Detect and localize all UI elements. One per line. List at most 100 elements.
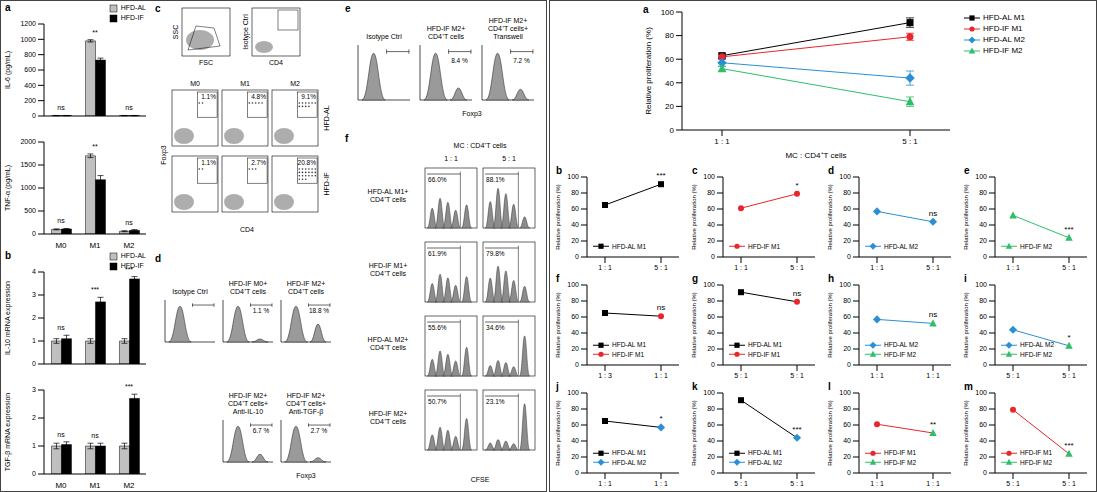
svg-text:40: 40 — [979, 437, 987, 444]
svg-text:80: 80 — [571, 189, 579, 196]
svg-text:5 : 1: 5 : 1 — [790, 480, 804, 487]
svg-text:1 : 1: 1 : 1 — [870, 264, 884, 271]
svg-text:5 : 1: 5 : 1 — [790, 372, 804, 379]
svg-text:ns: ns — [57, 324, 65, 331]
svg-text:M2: M2 — [290, 80, 300, 87]
svg-text:Foxp3: Foxp3 — [462, 110, 482, 118]
svg-text:Foxp3: Foxp3 — [296, 472, 316, 480]
svg-text:Isotype Ctrl: Isotype Ctrl — [366, 33, 402, 41]
svg-text:1200: 1200 — [20, 20, 36, 27]
svg-text:HFD-IF M2+: HFD-IF M2+ — [287, 392, 326, 399]
svg-text:***: *** — [125, 383, 133, 390]
svg-text:CD4⁺T cells: CD4⁺T cells — [370, 418, 407, 425]
svg-text:60: 60 — [843, 421, 851, 428]
svg-text:HFD-IF: HFD-IF — [323, 173, 330, 196]
svg-text:IL-6 (pg/mL): IL-6 (pg/mL) — [8, 51, 12, 89]
svg-text:Foxp3: Foxp3 — [160, 145, 168, 165]
svg-text:0: 0 — [983, 253, 987, 260]
svg-text:100: 100 — [567, 173, 579, 180]
svg-text:0: 0 — [983, 361, 987, 368]
svg-text:1 : 1: 1 : 1 — [654, 372, 668, 379]
svg-text:Isotype Ctrl: Isotype Ctrl — [242, 14, 250, 50]
svg-text:Relative proliferation (%): Relative proliferation (%) — [963, 292, 969, 358]
svg-text:ns: ns — [91, 432, 99, 439]
svg-text:HFD-AL M2+: HFD-AL M2+ — [368, 336, 409, 343]
svg-text:20: 20 — [843, 345, 851, 352]
svg-text:Relative proliferation (%): Relative proliferation (%) — [963, 184, 969, 250]
svg-text:1: 1 — [32, 337, 36, 344]
svg-text:100: 100 — [661, 8, 675, 17]
svg-text:ns: ns — [657, 303, 665, 312]
svg-text:0: 0 — [711, 253, 715, 260]
svg-text:600: 600 — [24, 66, 36, 73]
svg-text:1500: 1500 — [20, 161, 36, 168]
svg-text:ns: ns — [57, 217, 65, 224]
svg-text:20: 20 — [979, 237, 987, 244]
svg-text:5 : 1: 5 : 1 — [1006, 372, 1020, 379]
svg-text:*: * — [659, 414, 662, 423]
svg-text:60: 60 — [979, 205, 987, 212]
svg-text:2: 2 — [32, 314, 36, 321]
svg-text:M2: M2 — [123, 241, 135, 248]
svg-text:ns: ns — [929, 209, 937, 218]
svg-text:40: 40 — [665, 79, 674, 88]
svg-text:60: 60 — [665, 55, 674, 64]
svg-text:20: 20 — [707, 453, 715, 460]
svg-text:400: 400 — [24, 82, 36, 89]
svg-text:1 : 1: 1 : 1 — [598, 480, 612, 487]
svg-text:*: * — [1067, 333, 1070, 342]
svg-text:HFD-IF M2+: HFD-IF M2+ — [369, 410, 408, 417]
svg-text:0: 0 — [670, 126, 675, 135]
svg-text:***: *** — [656, 171, 665, 180]
svg-text:CD4⁺T cells: CD4⁺T cells — [428, 33, 465, 40]
svg-text:**: ** — [92, 143, 98, 150]
svg-text:M0: M0 — [55, 241, 67, 248]
svg-text:80: 80 — [707, 297, 715, 304]
svg-text:HFD-IF M0+: HFD-IF M0+ — [229, 280, 268, 287]
svg-text:Isotype Ctrl: Isotype Ctrl — [172, 288, 208, 296]
svg-text:40: 40 — [571, 329, 579, 336]
svg-text:20: 20 — [843, 237, 851, 244]
svg-text:Anti-IL-10: Anti-IL-10 — [233, 408, 263, 415]
svg-text:CFSE: CFSE — [471, 476, 490, 483]
svg-text:***: *** — [91, 286, 99, 293]
svg-text:ns: ns — [793, 289, 801, 298]
svg-text:IL-10 mRNA expression: IL-10 mRNA expression — [8, 281, 12, 355]
svg-text:40: 40 — [707, 437, 715, 444]
svg-text:Relative proliferation (%): Relative proliferation (%) — [644, 27, 653, 115]
svg-text:8.4 %: 8.4 % — [451, 57, 468, 64]
svg-text:1 : 1: 1 : 1 — [734, 264, 748, 271]
svg-text:5 : 1: 5 : 1 — [734, 480, 748, 487]
svg-text:40: 40 — [843, 437, 851, 444]
svg-text:20: 20 — [843, 453, 851, 460]
svg-text:40: 40 — [571, 437, 579, 444]
svg-text:Relative proliferation (%): Relative proliferation (%) — [555, 400, 561, 466]
svg-text:0: 0 — [32, 112, 36, 119]
svg-text:18.8 %: 18.8 % — [309, 307, 329, 314]
svg-text:88.1%: 88.1% — [486, 176, 505, 183]
svg-text:1: 1 — [32, 442, 36, 449]
svg-text:40: 40 — [707, 329, 715, 336]
svg-text:7.2 %: 7.2 % — [513, 57, 530, 64]
svg-text:1 : 1: 1 : 1 — [654, 480, 668, 487]
svg-text:80: 80 — [571, 297, 579, 304]
svg-text:Relative proliferation (%): Relative proliferation (%) — [827, 400, 833, 466]
svg-text:9.1%: 9.1% — [301, 93, 316, 100]
svg-text:100: 100 — [839, 173, 851, 180]
svg-text:100: 100 — [839, 389, 851, 396]
svg-text:80: 80 — [665, 31, 674, 40]
svg-text:80: 80 — [843, 405, 851, 412]
svg-text:Relative proliferation (%): Relative proliferation (%) — [691, 184, 697, 250]
svg-text:HFD-IF M2+: HFD-IF M2+ — [229, 392, 268, 399]
svg-text:60: 60 — [571, 205, 579, 212]
svg-text:100: 100 — [975, 389, 987, 396]
svg-text:5 : 1: 5 : 1 — [1062, 372, 1076, 379]
svg-text:CD4⁺T cells+: CD4⁺T cells+ — [488, 25, 528, 32]
svg-text:1000: 1000 — [20, 184, 36, 191]
svg-text:1.1%: 1.1% — [201, 159, 216, 166]
svg-text:ns: ns — [125, 104, 133, 111]
svg-text:60: 60 — [707, 313, 715, 320]
svg-text:Relative proliferation (%): Relative proliferation (%) — [827, 292, 833, 358]
svg-text:CD4⁺T cells: CD4⁺T cells — [288, 288, 325, 295]
svg-text:M2: M2 — [123, 481, 135, 488]
